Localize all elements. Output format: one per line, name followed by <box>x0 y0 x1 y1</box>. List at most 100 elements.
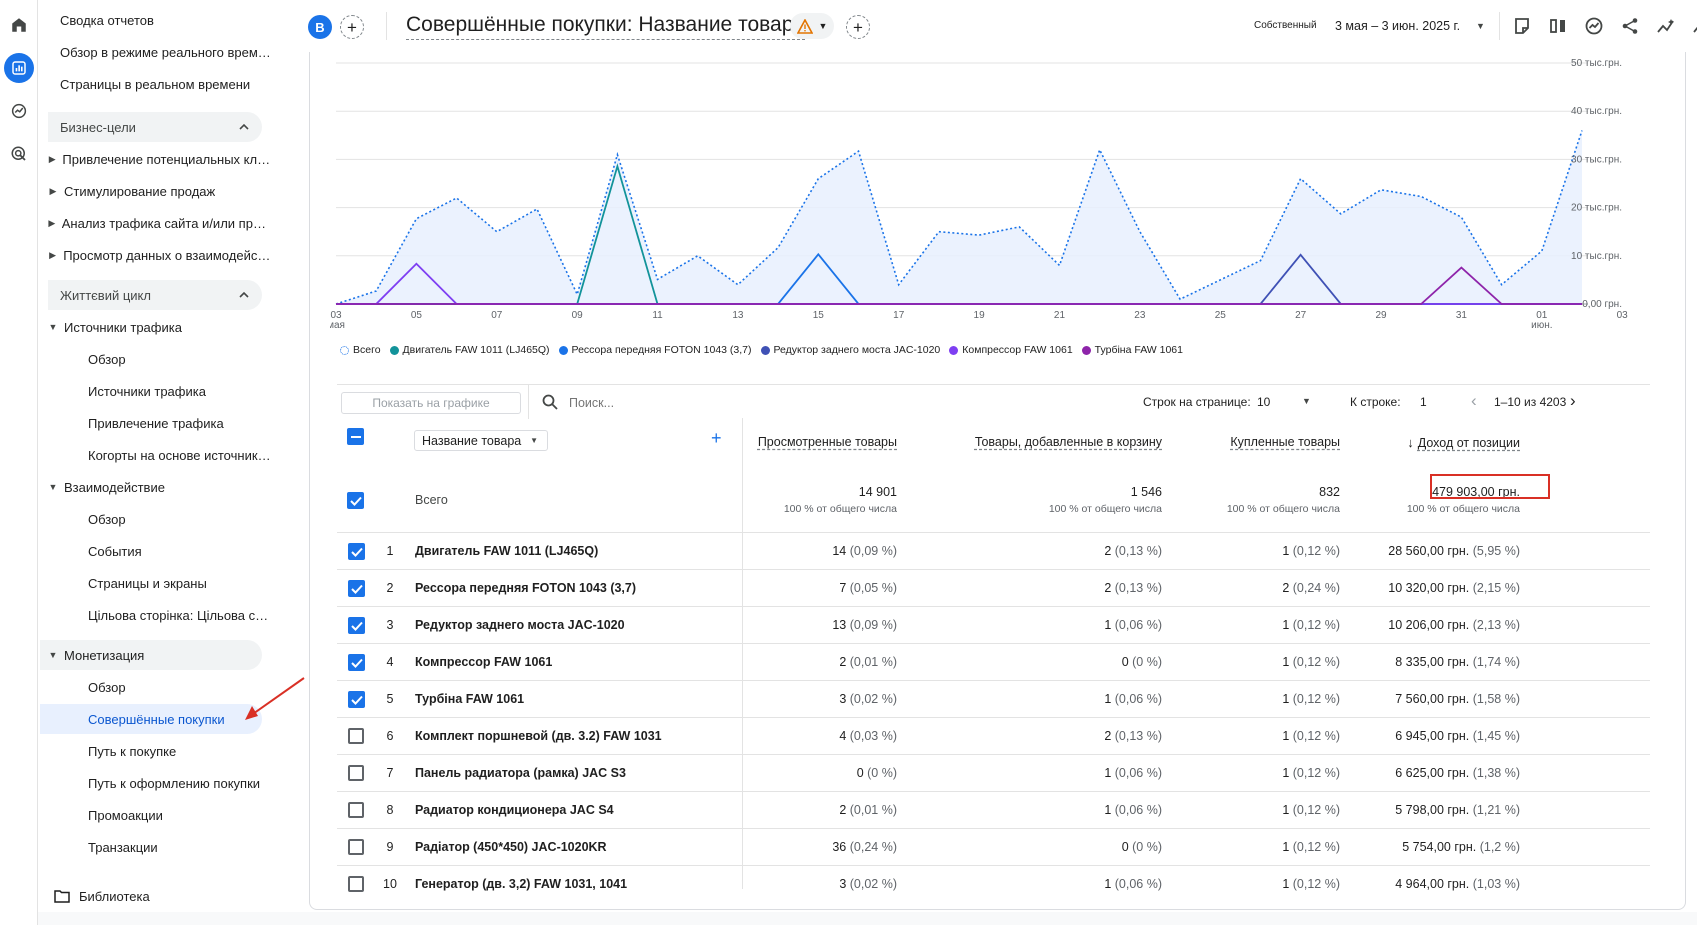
legend-item[interactable]: Компрессор FAW 1061 <box>949 344 1073 356</box>
row-item-name[interactable]: Двигатель FAW 1011 (LJ465Q) <box>415 544 599 558</box>
table-row[interactable]: 5 Турбіна FAW 1061 3 (0,02 %) 1 (0,06 %) 1 (… <box>337 680 1650 717</box>
column-header-items-viewed[interactable]: Просмотренные товары <box>757 435 897 449</box>
select-all-checkbox[interactable] <box>347 428 364 445</box>
next-page-icon[interactable]: › <box>1570 391 1576 410</box>
sidebar-item-reports-snapshot[interactable]: Сводка отчетов <box>60 5 272 35</box>
dimension-select[interactable]: Название товара ▼ <box>414 430 548 451</box>
sidebar-section-lifecycle[interactable]: Життєвий цикл <box>48 280 262 310</box>
explore-icon[interactable] <box>4 96 34 126</box>
table-row[interactable]: 7 Панель радиатора (рамка) JAC S3 0 (0 %) 1… <box>337 754 1650 791</box>
row-checkbox[interactable] <box>348 728 364 744</box>
row-item-name[interactable]: Радиатор кондиционера JAC S4 <box>415 803 614 817</box>
row-checkbox[interactable] <box>348 691 365 708</box>
share-icon[interactable] <box>1618 14 1642 38</box>
column-header-item-revenue[interactable]: ↓ Доход от позиции <box>1367 435 1520 450</box>
add-dimension-icon[interactable]: + <box>711 428 722 448</box>
property-avatar[interactable]: B <box>308 15 332 39</box>
table-row[interactable]: 8 Радиатор кондиционера JAC S4 2 (0,01 %) 1… <box>337 791 1650 828</box>
table-row[interactable]: 10 Генератор (дв. 3,2) FAW 1031, 1041 3 (0… <box>337 865 1650 902</box>
legend-item[interactable]: Редуктор заднего моста JAC-1020 <box>760 344 940 356</box>
search-input[interactable] <box>569 393 829 413</box>
table-row[interactable]: 2 Рессора передняя FOTON 1043 (3,7) 7 (0,0… <box>337 569 1650 606</box>
home-icon[interactable] <box>4 10 34 40</box>
row-checkbox[interactable] <box>348 654 365 671</box>
sidebar-item-traffic-sources[interactable]: Источники трафика <box>88 376 272 406</box>
compare-icon[interactable] <box>1546 14 1570 38</box>
show-on-chart-button[interactable]: Показать на графике <box>341 392 521 414</box>
row-item-name[interactable]: Радіатор (450*450) JAC-1020KR <box>415 840 607 854</box>
row-checkbox[interactable] <box>348 839 364 855</box>
sidebar-item-engagement-data[interactable]: ▶ Просмотр данных о взаимодействии <box>46 240 272 270</box>
sidebar-item-ecommerce-purchases[interactable]: Совершённые покупки <box>40 704 262 734</box>
row-checkbox[interactable] <box>348 580 365 597</box>
row-checkbox[interactable] <box>348 543 365 560</box>
row-item-name[interactable]: Рессора передняя FOTON 1043 (3,7) <box>415 581 637 595</box>
sidebar-item-cohorts[interactable]: Когорты на основе источников трафика <box>88 440 272 470</box>
go-to-row-input[interactable]: 1 <box>1420 395 1427 409</box>
reports-icon[interactable] <box>4 53 34 83</box>
row-metric-2: 1 (0,06 %) <box>937 766 1162 780</box>
sidebar-item-engagement[interactable]: ▼ Взаимодействие <box>46 472 272 502</box>
prev-page-icon[interactable]: ‹ <box>1471 391 1477 410</box>
metric-value: 7 <box>839 581 847 595</box>
row-checkbox[interactable] <box>348 617 365 634</box>
row-item-name[interactable]: Комплект поршневой (дв. 3.2) FAW 1031 <box>415 729 662 743</box>
sidebar-item-pages-screens[interactable]: Страницы и экраны <box>88 568 272 598</box>
sidebar-item-realtime-overview[interactable]: Обзор в режиме реального времени <box>60 37 272 67</box>
row-item-name[interactable]: Компрессор FAW 1061 <box>415 655 553 669</box>
sidebar-item-traffic-analysis[interactable]: ▶ Анализ трафика сайта и/или приложения <box>46 208 272 238</box>
comparison-label[interactable]: Собственный <box>1254 20 1317 31</box>
row-item-name[interactable]: Турбіна FAW 1061 <box>415 692 525 706</box>
table-row[interactable]: 1 Двигатель FAW 1011 (LJ465Q) 14 (0,09 %) 2… <box>337 532 1650 569</box>
sidebar-item-landing-page[interactable]: Цільова сторінка: Цільова сторінка <box>88 600 272 630</box>
sidebar-item-acquisition-overview[interactable]: Обзор <box>88 344 272 374</box>
table-row[interactable]: 3 Редуктор заднего моста JAC-1020 13 (0,09… <box>337 606 1650 643</box>
insights-icon[interactable] <box>1582 14 1606 38</box>
sidebar-item-realtime-pages[interactable]: Страницы в реальном времени <box>60 69 272 99</box>
column-header-items-added-to-cart[interactable]: Товары, добавленные в корзину <box>974 435 1162 449</box>
date-range[interactable]: 3 мая – 3 июн. 2025 г. <box>1335 19 1461 33</box>
legend-item[interactable]: Двигатель FAW 1011 (LJ465Q) <box>389 344 550 356</box>
customize-report-icon[interactable] <box>1510 14 1534 38</box>
sidebar-item-promotions[interactable]: Промоакции <box>88 800 272 830</box>
add-comparison-icon[interactable]: + <box>340 15 364 39</box>
sidebar-item-label: Взаимодействие <box>64 479 165 495</box>
sidebar-item-events[interactable]: События <box>88 536 272 566</box>
row-item-name[interactable]: Редуктор заднего моста JAC-1020 <box>415 618 625 632</box>
table-row[interactable]: 4 Компрессор FAW 1061 2 (0,01 %) 0 (0 %) 1 (… <box>337 643 1650 680</box>
sidebar-item-engagement-overview[interactable]: Обзор <box>88 504 272 534</box>
date-range-chevron-icon[interactable]: ▼ <box>1476 21 1485 31</box>
sidebar-item-acquisition[interactable]: ▼ Источники трафика <box>46 312 272 342</box>
sidebar-section-business-objectives[interactable]: Бизнес-цели <box>48 112 262 142</box>
row-checkbox[interactable] <box>348 765 364 781</box>
data-quality-button[interactable]: ▼ <box>790 13 834 39</box>
sidebar-item-monetization[interactable]: ▼ Монетизация <box>40 640 262 670</box>
row-item-name[interactable]: Генератор (дв. 3,2) FAW 1031, 1041 <box>415 877 628 891</box>
advertising-icon[interactable] <box>4 139 34 169</box>
sidebar-item-sales[interactable]: ▶ Стимулирование продаж <box>46 176 272 206</box>
legend-item[interactable]: Всего <box>340 344 381 356</box>
sidebar-library[interactable]: Библиотека <box>54 881 272 911</box>
totals-checkbox[interactable] <box>347 492 364 509</box>
sidebar-item-traffic-acquisition[interactable]: Привлечение трафика <box>88 408 272 438</box>
table-row[interactable]: 6 Комплект поршневой (дв. 3.2) FAW 1031 4 … <box>337 717 1650 754</box>
sidebar-item-leads[interactable]: ▶ Привлечение потенциальных клиентов <box>46 144 272 174</box>
legend-item[interactable]: Рессора передняя FOTON 1043 (3,7) <box>558 344 752 356</box>
sidebar-item-transactions[interactable]: Транзакции <box>88 832 272 862</box>
sidebar-item-checkout-journey[interactable]: Путь к оформлению покупки <box>88 768 272 798</box>
legend-item[interactable]: Турбіна FAW 1061 <box>1081 344 1183 356</box>
table-row[interactable]: 9 Радіатор (450*450) JAC-1020KR 36 (0,24 %… <box>337 828 1650 865</box>
sidebar-item-purchase-journey[interactable]: Путь к покупке <box>88 736 272 766</box>
more-icon[interactable] <box>1686 14 1697 38</box>
row-checkbox[interactable] <box>348 802 364 818</box>
metric-value: 1 <box>1282 544 1290 558</box>
anomaly-icon[interactable] <box>1654 14 1678 38</box>
caret-down-icon: ▼ <box>48 482 58 492</box>
column-header-items-purchased[interactable]: Купленные товары <box>1230 435 1340 449</box>
row-item-name[interactable]: Панель радиатора (рамка) JAC S3 <box>415 766 626 780</box>
rows-per-page-select[interactable]: 10 ▼ <box>1257 395 1327 409</box>
row-metric-1: 36 (0,24 %) <box>757 840 897 854</box>
add-comparison-icon-2[interactable]: + <box>846 15 870 39</box>
report-card <box>309 52 1686 910</box>
row-checkbox[interactable] <box>348 876 364 892</box>
